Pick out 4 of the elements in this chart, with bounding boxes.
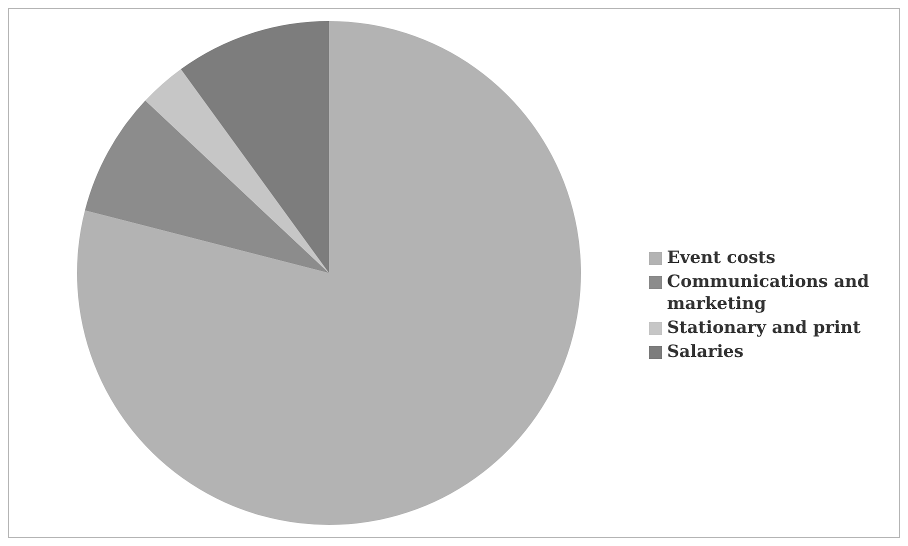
legend-label: Event costs [667, 247, 776, 269]
legend-label: Salaries [667, 341, 744, 363]
legend-label: Communications and marketing [667, 271, 870, 315]
legend-label: Stationary and print [667, 317, 861, 339]
